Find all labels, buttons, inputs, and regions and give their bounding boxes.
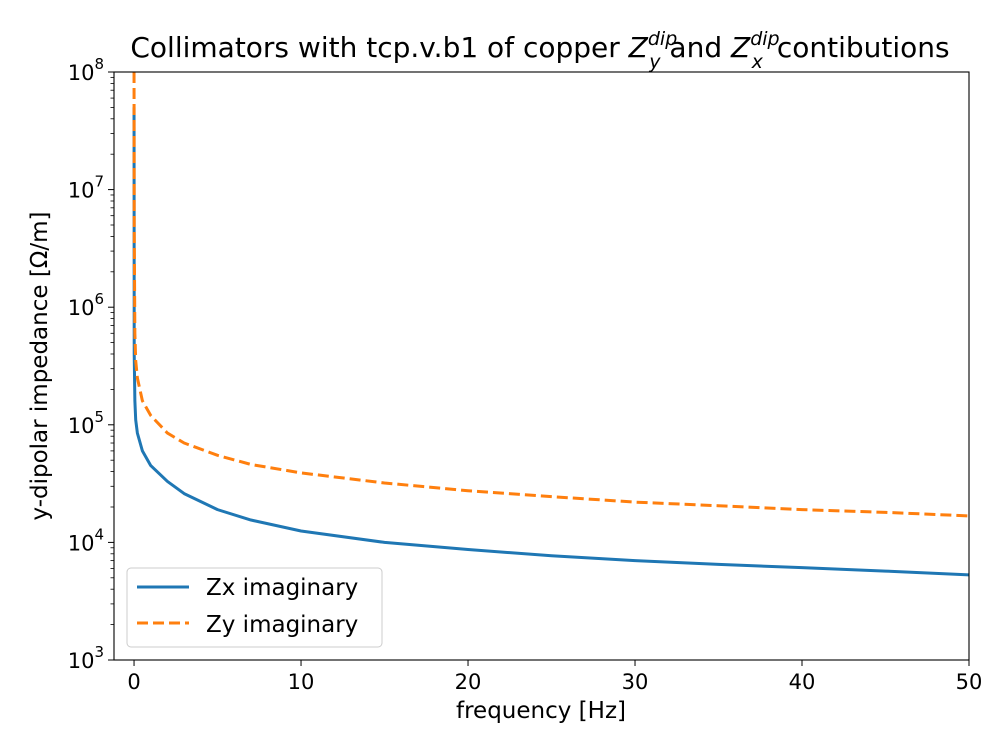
x-tick-label: 30: [622, 670, 649, 694]
legend: Zx imaginary Zy imaginary: [126, 567, 383, 648]
legend-box: [126, 567, 383, 648]
plot-frame: [113, 71, 970, 661]
y-axis-label: y-dipolar impedance [Ω/m]: [27, 211, 53, 520]
x-tick-label: 50: [956, 670, 983, 694]
legend-label-zy: Zy imaginary: [206, 612, 358, 638]
y-tick-label: 107: [68, 173, 104, 203]
y-tick-label: 108: [68, 55, 104, 85]
y-tick-label: 104: [68, 525, 104, 555]
y-tick-label: 105: [68, 408, 104, 438]
x-tick-label: 40: [789, 670, 816, 694]
y-tick-label: 106: [68, 290, 104, 320]
y-axis-ticks: 103 104 105 106 107 108: [68, 55, 114, 673]
x-axis-ticks: 0 10 20 30 40 50: [127, 660, 982, 694]
chart-title: Collimators with tcp.v.b1 of copper Zdip…: [130, 28, 949, 73]
y-tick-label: 103: [68, 643, 104, 673]
series-line-0: [132, 107, 969, 577]
x-tick-label: 0: [127, 670, 140, 694]
legend-label-zx: Zx imaginary: [206, 575, 358, 601]
plot-area: [113, 71, 970, 661]
x-tick-label: 10: [288, 670, 315, 694]
series-line-1: [132, 72, 969, 518]
x-tick-label: 20: [455, 670, 482, 694]
x-axis-label: frequency [Hz]: [456, 698, 626, 724]
